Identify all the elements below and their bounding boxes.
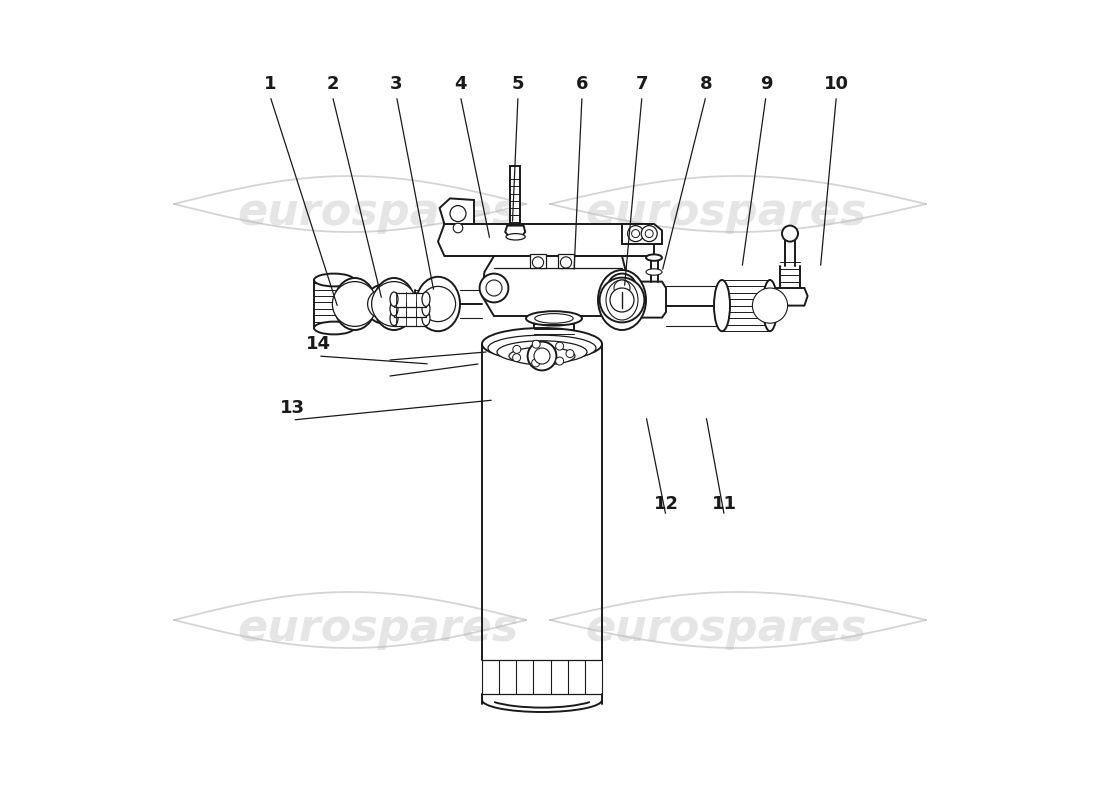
Ellipse shape [482,328,602,360]
Ellipse shape [366,285,398,323]
Text: 5: 5 [512,75,525,93]
Bar [510,166,520,224]
Bar [558,254,574,268]
Circle shape [646,230,653,238]
Circle shape [367,290,396,318]
Circle shape [600,278,645,322]
Bar [394,302,426,317]
Text: eurospares: eurospares [585,606,867,650]
Circle shape [453,223,463,233]
Polygon shape [438,224,654,256]
Circle shape [566,350,574,358]
Ellipse shape [422,292,430,306]
Text: 2: 2 [326,75,339,93]
Ellipse shape [488,335,596,361]
Circle shape [610,288,634,312]
Text: 1: 1 [264,75,276,93]
Text: 12: 12 [653,495,679,513]
Circle shape [528,342,557,370]
Ellipse shape [506,234,525,240]
Ellipse shape [416,277,460,331]
Circle shape [531,359,540,367]
Polygon shape [505,226,525,237]
Text: 9: 9 [760,75,772,93]
Ellipse shape [497,341,587,363]
Circle shape [556,357,563,365]
Polygon shape [636,282,666,318]
Text: 14: 14 [306,335,330,353]
Ellipse shape [526,311,582,326]
Bar [530,254,546,268]
Text: eurospares: eurospares [585,190,867,234]
Text: eurospares: eurospares [238,190,519,234]
Ellipse shape [373,278,415,330]
Ellipse shape [314,274,354,286]
Circle shape [420,286,455,322]
Ellipse shape [390,311,398,326]
Ellipse shape [646,269,662,275]
Text: 3: 3 [390,75,403,93]
Circle shape [486,280,502,296]
Ellipse shape [714,280,730,331]
Circle shape [532,340,540,348]
Polygon shape [440,198,474,224]
Text: 11: 11 [712,495,737,513]
Ellipse shape [606,280,638,320]
Bar [534,316,574,340]
Circle shape [560,257,572,268]
Circle shape [480,274,508,302]
Circle shape [532,257,543,268]
Text: 6: 6 [575,75,589,93]
Text: 7: 7 [636,75,648,93]
Circle shape [372,282,417,326]
Ellipse shape [390,302,398,316]
Ellipse shape [598,270,646,330]
Circle shape [513,346,520,354]
Text: 4: 4 [454,75,466,93]
Ellipse shape [390,292,398,306]
Circle shape [607,274,637,302]
Ellipse shape [762,280,778,331]
Ellipse shape [535,314,573,323]
Ellipse shape [422,302,430,316]
Ellipse shape [334,278,375,330]
Text: 13: 13 [279,399,305,417]
Circle shape [782,226,797,242]
Bar [394,293,426,307]
Ellipse shape [646,254,662,261]
Text: 8: 8 [700,75,713,93]
Circle shape [556,342,563,350]
Polygon shape [621,224,662,244]
Text: 10: 10 [824,75,849,93]
Text: eurospares: eurospares [238,606,519,650]
Circle shape [614,280,630,296]
Circle shape [332,282,377,326]
Polygon shape [772,288,807,306]
Bar [394,312,426,326]
Circle shape [513,354,520,362]
Circle shape [641,226,657,242]
Circle shape [631,230,639,238]
Ellipse shape [509,347,575,365]
Circle shape [628,226,643,242]
Circle shape [450,206,466,222]
Circle shape [534,348,550,364]
Polygon shape [482,256,630,316]
Ellipse shape [314,322,354,334]
Circle shape [752,288,788,323]
Ellipse shape [422,311,430,326]
